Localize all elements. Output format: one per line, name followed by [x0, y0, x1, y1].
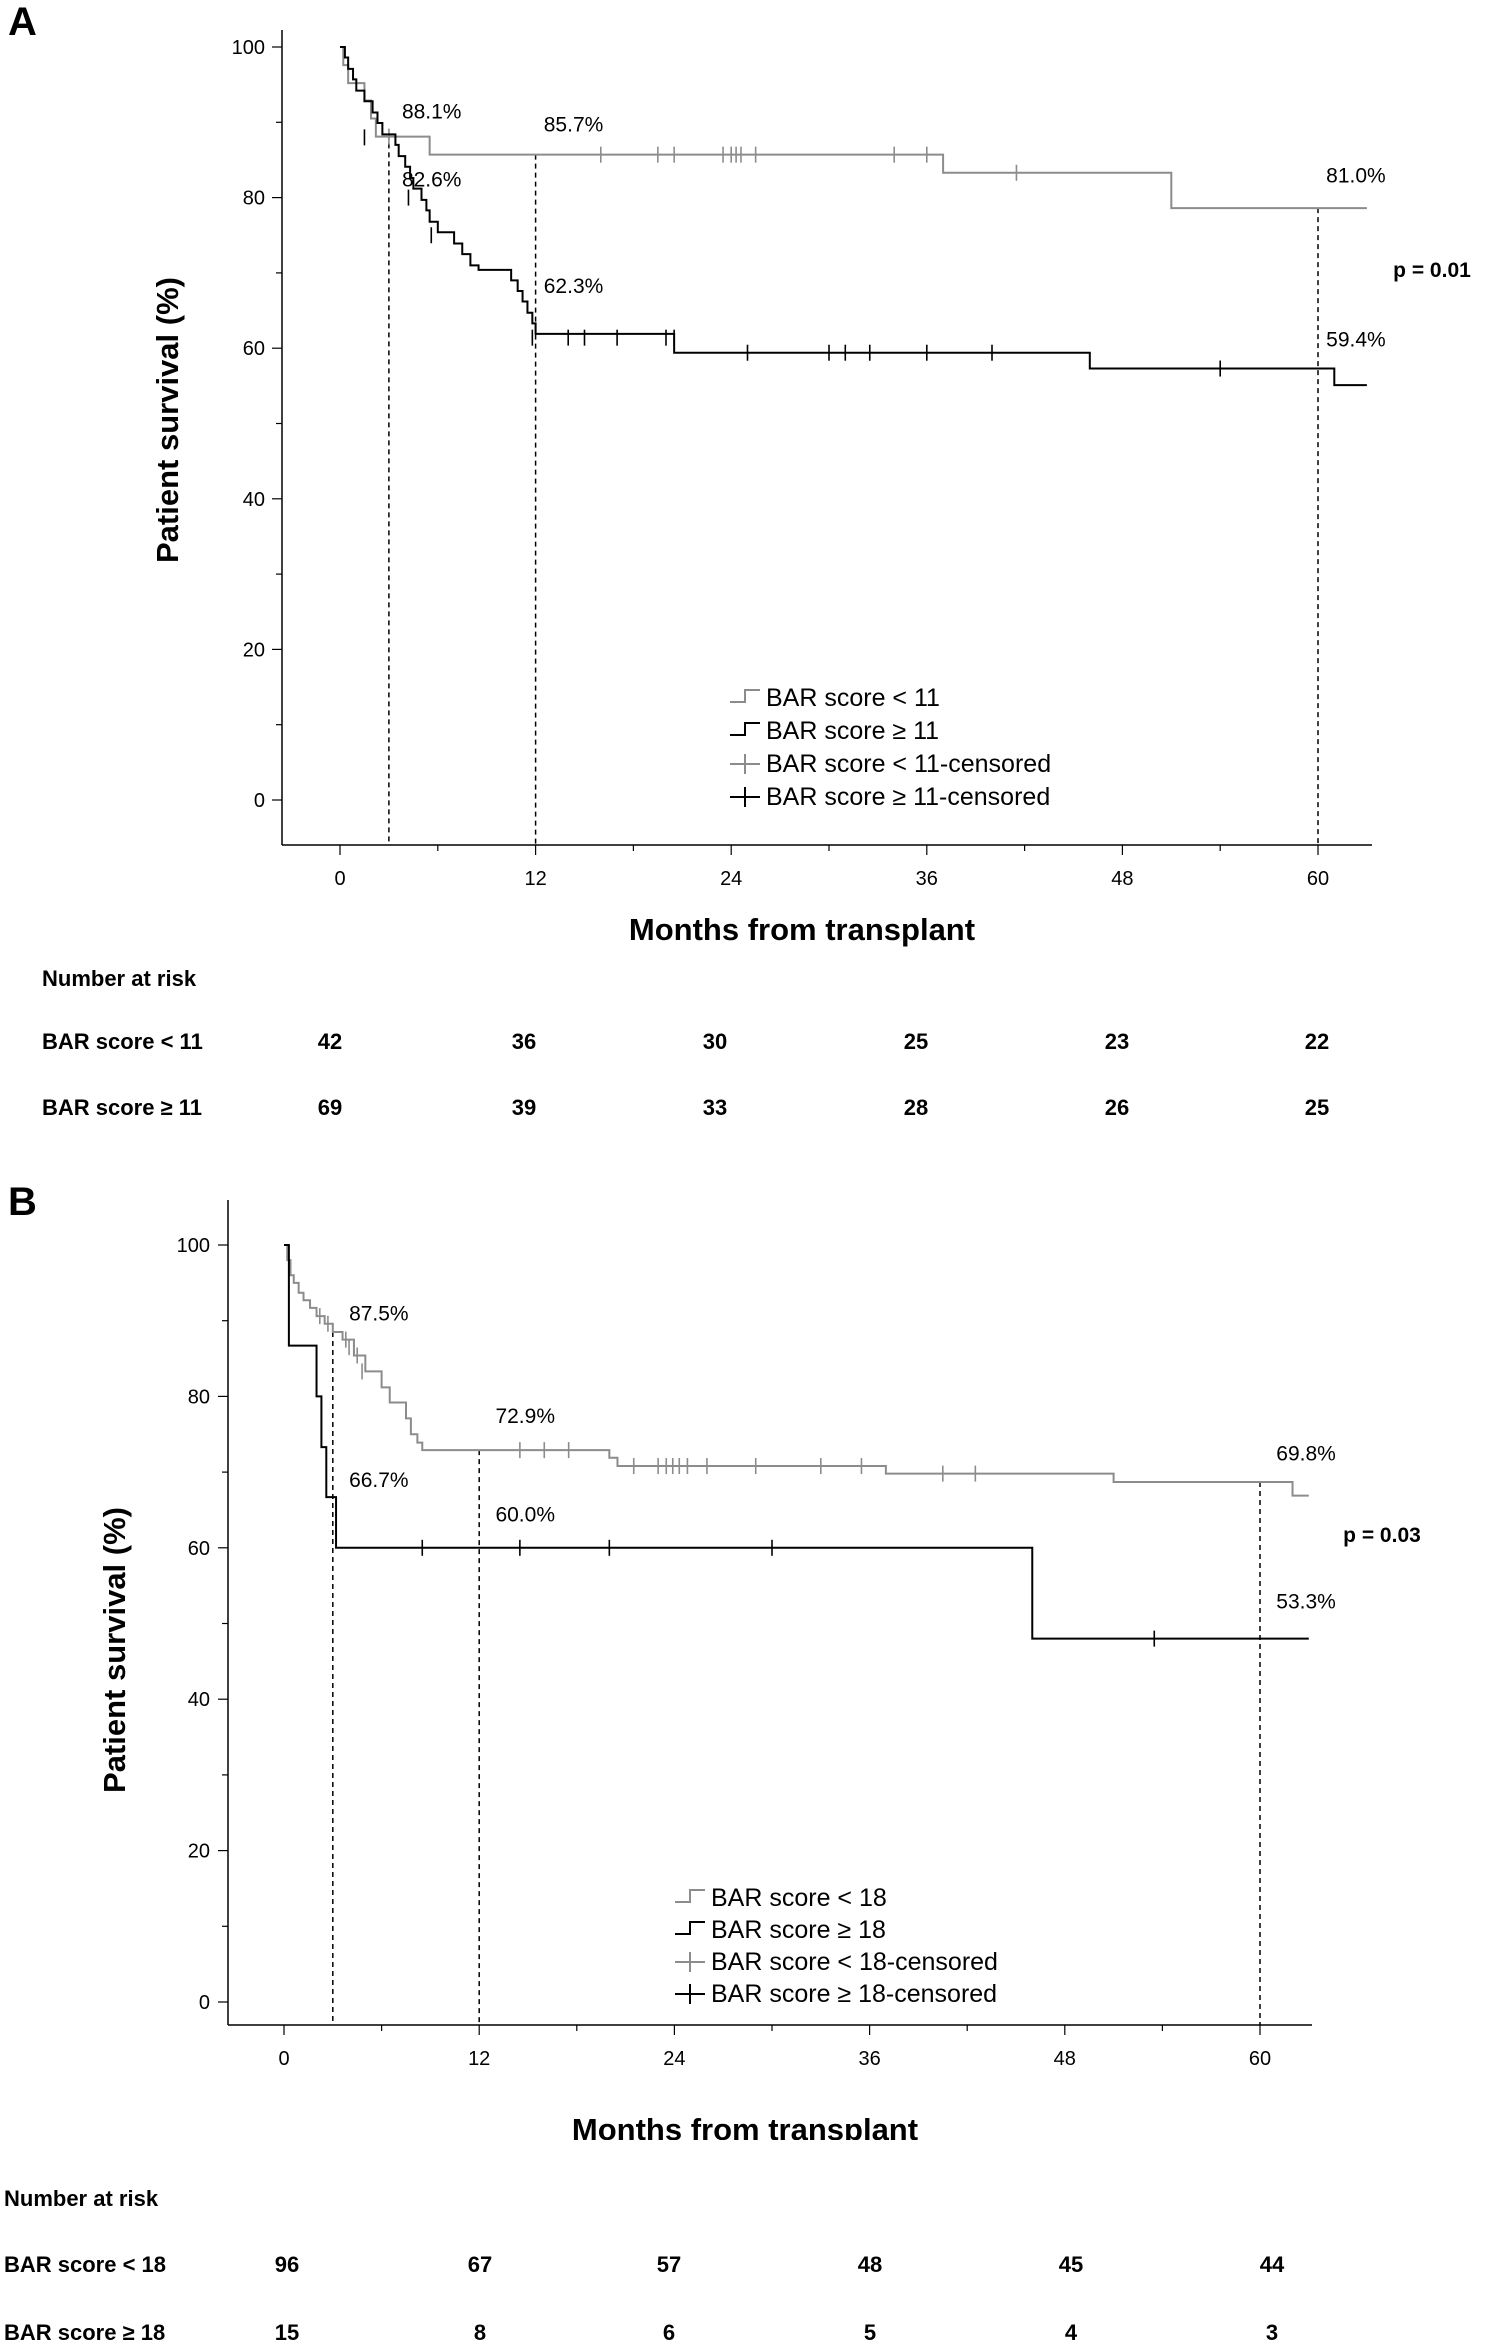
risk-row-label: BAR score < 18 [4, 2252, 167, 2277]
risk-cell: 8 [473, 2320, 487, 2345]
survival-plot-b: 0 20 40 60 80 100 0 12 24 36 48 60 Months from trans… [97, 1200, 1421, 2140]
percentage-annotation: 62.3% [544, 275, 604, 298]
risk-cell: 4 [1064, 2320, 1078, 2345]
panel-a: A 0 20 40 60 80 100 0 12 24 36 48 60 Months from tra… [0, 0, 1486, 1155]
risk-row-label: BAR score ≥ 11 [42, 1095, 203, 1120]
risk-cell: 57 [656, 2252, 682, 2277]
risk-cell: 36 [511, 1029, 537, 1054]
x-tick-label: 36 [916, 868, 938, 890]
x-axis-label: Months from transplant [629, 912, 975, 947]
y-axis-label: Patient survival (%) [97, 1507, 132, 1793]
x-tick-label: 48 [1111, 868, 1133, 890]
y-tick-label: 40 [243, 489, 265, 511]
y-tick-label: 60 [188, 1538, 210, 1560]
risk-cell: 6 [662, 2320, 676, 2345]
legend-label: BAR score ≥ 18 [711, 1916, 886, 1944]
risk-cell: 33 [702, 1095, 728, 1120]
risk-cell: 26 [1104, 1095, 1130, 1120]
x-tick-label: 24 [720, 868, 742, 890]
legend-label: BAR score ≥ 11 [766, 717, 939, 745]
x-tick-label: 24 [663, 2048, 685, 2070]
risk-cell: 67 [467, 2252, 493, 2277]
risk-cell: 3 [1265, 2320, 1279, 2345]
risk-cell: 25 [903, 1029, 929, 1054]
x-tick-label: 36 [858, 2048, 880, 2070]
risk-cell: 45 [1058, 2252, 1084, 2277]
x-tick-label: 0 [334, 868, 345, 890]
x-tick-label: 0 [278, 2048, 289, 2070]
risk-cell: 39 [511, 1095, 537, 1120]
risk-row-low: BAR score < 18 96 67 57 48 45 44 [0, 2252, 1486, 2282]
risk-row-high: BAR score ≥ 18 15 8 6 5 4 3 [0, 2320, 1486, 2350]
percentage-annotation: 66.7% [349, 1469, 409, 1492]
survival-curve-low [340, 46, 1367, 210]
percentage-annotation: 53.3% [1276, 1590, 1336, 1613]
legend-label: BAR score < 18-censored [711, 1948, 998, 1976]
legend-label: BAR score ≥ 11-censored [766, 783, 1050, 811]
survival-curve-high [340, 46, 1367, 387]
legend-label: BAR score < 11 [766, 684, 940, 712]
risk-cell: 5 [863, 2320, 877, 2345]
p-value-label: p = 0.03 [1343, 1524, 1421, 1547]
legend-step-swatch [730, 722, 760, 736]
legend-label: BAR score < 11-censored [766, 750, 1051, 778]
y-tick-label: 60 [243, 338, 265, 360]
percentage-annotation: 87.5% [349, 1303, 409, 1326]
legend-step-swatch [675, 1921, 705, 1935]
risk-row-low: BAR score < 11 42 36 30 25 23 22 [0, 1029, 1486, 1059]
risk-cell: 15 [274, 2320, 300, 2345]
panel-label: A [8, 0, 37, 44]
y-tick-label: 20 [243, 639, 265, 661]
percentage-annotation: 59.4% [1326, 329, 1386, 352]
x-axis-label: Months from transplant [572, 2112, 918, 2140]
risk-row-label: BAR score < 11 [42, 1029, 203, 1054]
y-tick-label: 80 [188, 1386, 210, 1408]
panel-b: B 0 20 40 60 80 100 0 12 24 36 48 60 Months from tra… [0, 1180, 1486, 2346]
p-value-label: p = 0.01 [1393, 259, 1471, 282]
y-axis-label: Patient survival (%) [150, 277, 185, 563]
legend-label: BAR score ≥ 18-censored [711, 1980, 997, 2008]
x-tick-label: 12 [524, 868, 546, 890]
panel-label: B [8, 1180, 37, 1224]
percentage-annotation: 88.1% [402, 101, 462, 124]
legend-step-swatch [730, 689, 760, 703]
y-tick-label: 20 [188, 1841, 210, 1863]
x-tick-label: 12 [468, 2048, 490, 2070]
y-tick-label: 80 [243, 188, 265, 210]
number-at-risk-title: Number at risk [4, 2186, 159, 2211]
y-tick-label: 0 [254, 790, 265, 812]
risk-cell: 48 [857, 2252, 883, 2277]
survival-plot-a: 0 20 40 60 80 100 0 12 24 36 48 60 Months from trans… [150, 30, 1471, 947]
risk-row-label: BAR score ≥ 18 [4, 2320, 166, 2345]
percentage-annotation: 81.0% [1326, 165, 1386, 188]
risk-cell: 22 [1304, 1029, 1330, 1054]
y-tick-label: 100 [232, 37, 265, 59]
x-tick-label: 48 [1054, 2048, 1076, 2070]
legend-step-swatch [675, 1889, 705, 1903]
survival-curve-high [284, 1244, 1309, 1640]
survival-curve-low [284, 1244, 1309, 1497]
number-at-risk-title: Number at risk [42, 966, 197, 991]
x-tick-label: 60 [1307, 868, 1329, 890]
y-tick-label: 40 [188, 1689, 210, 1711]
risk-cell: 23 [1104, 1029, 1130, 1054]
risk-cell: 69 [317, 1095, 343, 1120]
legend-label: BAR score < 18 [711, 1884, 887, 1912]
x-tick-label: 60 [1249, 2048, 1271, 2070]
risk-cell: 42 [317, 1029, 343, 1054]
risk-cell: 44 [1259, 2252, 1285, 2277]
percentage-annotation: 85.7% [544, 113, 604, 136]
percentage-annotation: 69.8% [1276, 1443, 1336, 1466]
percentage-annotation: 60.0% [495, 1503, 555, 1526]
percentage-annotation: 82.6% [402, 168, 462, 191]
risk-cell: 25 [1304, 1095, 1330, 1120]
y-tick-label: 0 [199, 1992, 210, 2014]
y-tick-label: 100 [177, 1235, 210, 1257]
risk-cell: 30 [702, 1029, 728, 1054]
risk-row-high: BAR score ≥ 11 69 39 33 28 26 25 [0, 1095, 1486, 1125]
risk-cell: 28 [903, 1095, 929, 1120]
risk-cell: 96 [274, 2252, 300, 2277]
percentage-annotation: 72.9% [495, 1405, 555, 1428]
